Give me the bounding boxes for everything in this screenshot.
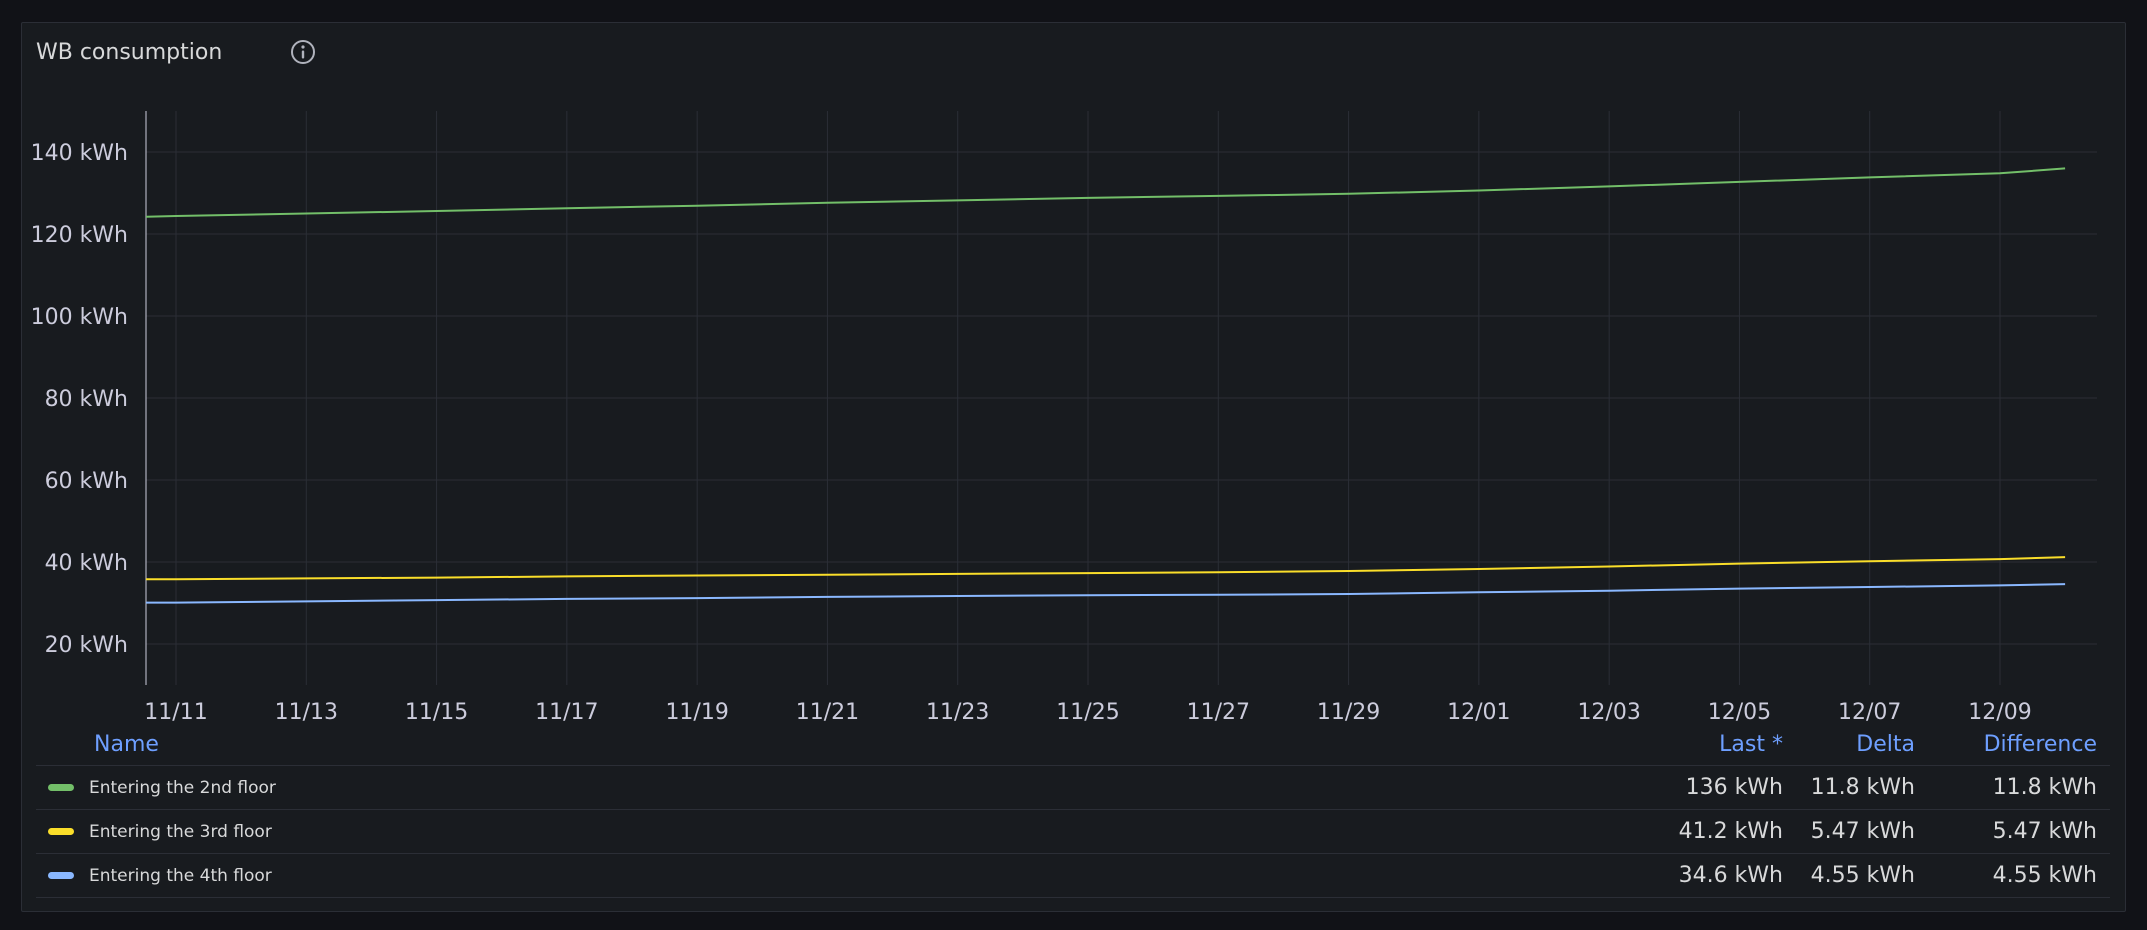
legend-row-3rd-floor[interactable]: Entering the 3rd floor 41.2 kWh 5.47 kWh… [36, 810, 2110, 854]
info-circle-icon[interactable] [289, 38, 317, 66]
legend-row-4th-floor[interactable]: Entering the 4th floor 34.6 kWh 4.55 kWh… [36, 854, 2110, 898]
legend-series-name[interactable]: Entering the 2nd floor [89, 777, 276, 798]
legend-last-value: 34.6 kWh [1678, 863, 1783, 888]
y-tick-label: 120 kWh [31, 223, 128, 248]
x-tick-label: 11/29 [1317, 700, 1380, 723]
legend-delta-value: 11.8 kWh [1810, 775, 1915, 800]
legend-col-delta[interactable]: Delta [1856, 731, 1915, 757]
y-tick-label: 100 kWh [31, 305, 128, 330]
x-tick-label: 12/01 [1447, 700, 1510, 723]
series-line-3rd-floor [146, 556, 2066, 581]
x-tick-label: 11/15 [405, 700, 468, 723]
x-tick-label: 11/19 [665, 700, 728, 723]
series-color-swatch [48, 828, 74, 835]
legend-series-name[interactable]: Entering the 4th floor [89, 865, 272, 886]
series-line-4th-floor [146, 583, 2066, 604]
legend-table: Name Last * Delta Difference Entering th… [36, 723, 2110, 898]
x-tick-label: 12/07 [1838, 700, 1901, 723]
x-tick-label: 11/23 [926, 700, 989, 723]
legend-col-last[interactable]: Last * [1719, 731, 1783, 757]
legend-col-name[interactable]: Name [94, 731, 159, 757]
x-tick-label: 11/27 [1187, 700, 1250, 723]
legend-difference-value: 5.47 kWh [1992, 819, 2097, 844]
legend-difference-value: 4.55 kWh [1992, 863, 2097, 888]
panel-title[interactable]: WB consumption [36, 40, 223, 65]
x-tick-label: 12/09 [1968, 700, 2031, 723]
y-tick-label: 20 kWh [45, 633, 128, 658]
x-tick-label: 11/17 [535, 700, 598, 723]
legend-delta-value: 5.47 kWh [1810, 819, 1915, 844]
x-tick-label: 11/13 [275, 700, 338, 723]
legend-delta-value: 4.55 kWh [1810, 863, 1915, 888]
series-color-swatch [48, 872, 74, 879]
y-tick-label: 140 kWh [31, 141, 128, 166]
y-tick-label: 40 kWh [45, 551, 128, 576]
y-tick-label: 80 kWh [45, 387, 128, 412]
series-line-2nd-floor [145, 167, 2066, 218]
y-tick-label: 60 kWh [45, 469, 128, 494]
legend-col-difference[interactable]: Difference [1983, 731, 2097, 757]
x-tick-label: 11/21 [796, 700, 859, 723]
legend-header: Name Last * Delta Difference [36, 723, 2110, 766]
line-chart[interactable]: 20 kWh 40 kWh 60 kWh 80 kWh 100 kWh 120 kWh 14… [22, 23, 2127, 723]
legend-last-value: 136 kWh [1685, 775, 1783, 800]
legend-difference-value: 11.8 kWh [1992, 775, 2097, 800]
legend-series-name[interactable]: Entering the 3rd floor [89, 821, 272, 842]
x-tick-label: 12/03 [1577, 700, 1640, 723]
x-tick-label: 11/11 [144, 700, 207, 723]
x-tick-label: 12/05 [1708, 700, 1771, 723]
chart-panel: WB consumption 20 kWh 40 kWh 60 kWh 80 kWh 1… [21, 22, 2126, 912]
legend-last-value: 41.2 kWh [1678, 819, 1783, 844]
x-tick-label: 11/25 [1056, 700, 1119, 723]
series-color-swatch [48, 784, 74, 791]
legend-row-2nd-floor[interactable]: Entering the 2nd floor 136 kWh 11.8 kWh … [36, 766, 2110, 810]
